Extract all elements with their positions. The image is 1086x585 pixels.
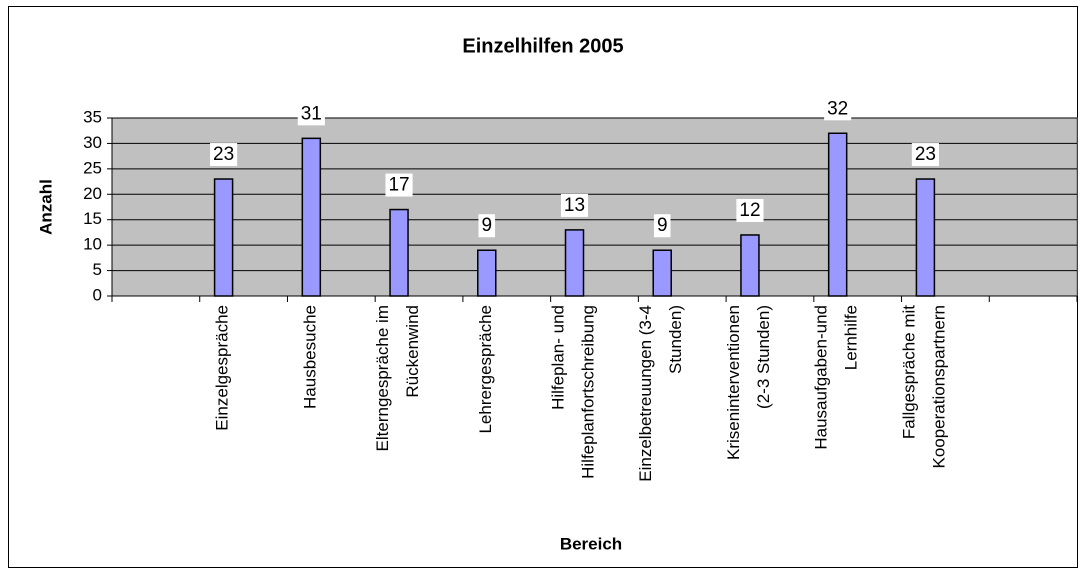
data-label: 12	[739, 200, 760, 221]
y-tick-label: 5	[93, 260, 102, 279]
x-tick-label: Hilfeplan- und Hilfeplanfortschreibung	[549, 305, 598, 479]
y-tick-label: 20	[83, 184, 102, 203]
bar	[564, 229, 585, 297]
data-label-bg	[478, 214, 496, 238]
y-tick-label: 10	[83, 235, 102, 254]
x-tick-label: Elterngespräche im Rückenwind	[374, 305, 423, 451]
bar	[827, 132, 848, 297]
x-tick-label: Fallgespräche mit Kooperationspartnern	[900, 305, 949, 469]
y-axis-title: Anzahl	[36, 179, 55, 235]
data-label-bg	[560, 193, 589, 217]
data-label: 9	[481, 215, 492, 236]
chart-title: Einzelhilfen 2005	[462, 35, 623, 57]
data-label: 32	[827, 98, 848, 119]
data-label-bg	[653, 214, 671, 238]
x-tick-label: Einzelbetreuungen (3-4 Stunden)	[637, 305, 686, 482]
data-label: 31	[301, 103, 322, 124]
x-tick-label: Einzelgespräche	[213, 305, 232, 431]
data-label: 23	[213, 144, 234, 165]
bar	[301, 137, 322, 297]
data-label-bg	[210, 143, 238, 167]
data-label-bg	[385, 173, 413, 197]
y-tick-label: 0	[93, 285, 102, 304]
y-tick-label: 15	[83, 209, 102, 228]
x-tick-label: Lehrergespräche	[476, 305, 495, 434]
data-label-bg	[911, 143, 939, 167]
y-tick-label: 35	[83, 107, 102, 126]
data-label: 9	[657, 215, 668, 236]
data-label: 23	[915, 144, 936, 165]
x-tick-label: Hausaufgaben-und Lernhilfe	[812, 305, 861, 450]
y-tick-label: 25	[83, 158, 102, 177]
bar	[740, 234, 760, 297]
x-tick-label: Kriseninterventionen (2-3 Stunden)	[724, 305, 773, 460]
bar	[389, 208, 409, 297]
x-axis-title: Bereich	[560, 534, 622, 553]
data-label-bg	[824, 97, 852, 121]
bar	[477, 249, 497, 297]
x-tick-label: Hausbesuche	[301, 305, 320, 409]
data-label-bg	[297, 102, 325, 126]
y-tick-label: 30	[83, 133, 102, 152]
bar	[213, 178, 234, 297]
data-label-bg	[736, 198, 764, 222]
bar	[652, 249, 672, 297]
bar	[915, 178, 936, 297]
data-label: 17	[388, 175, 409, 196]
data-label: 13	[564, 195, 585, 216]
